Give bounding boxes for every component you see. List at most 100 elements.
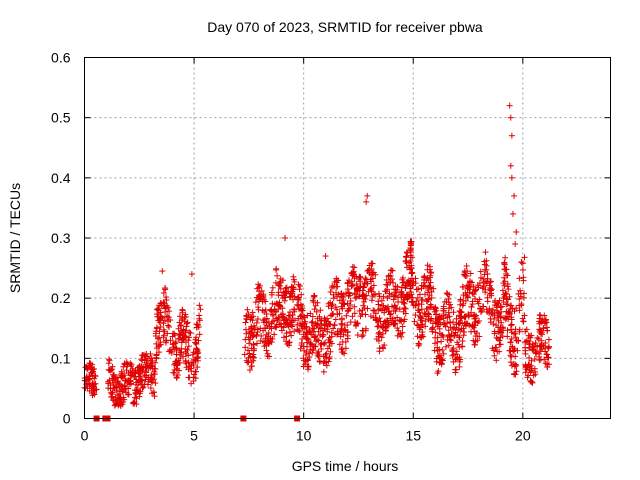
data-point	[295, 302, 302, 309]
data-point	[455, 326, 462, 333]
data-point	[361, 305, 368, 312]
data-point	[349, 263, 356, 270]
data-point	[402, 305, 409, 312]
data-point	[456, 334, 463, 341]
data-point	[132, 373, 139, 380]
data-point	[448, 304, 455, 311]
data-point	[182, 357, 189, 364]
data-point	[488, 286, 495, 293]
data-point	[496, 328, 503, 335]
data-point	[335, 277, 342, 284]
data-point	[414, 294, 421, 301]
data-point	[422, 318, 429, 325]
data-point	[187, 330, 194, 337]
data-point	[464, 293, 471, 300]
data-point	[542, 360, 549, 367]
x-tick-label: 15	[405, 428, 421, 444]
data-point	[399, 279, 406, 286]
data-point	[313, 338, 320, 345]
data-point	[519, 266, 526, 273]
data-point	[124, 361, 131, 368]
data-point	[164, 330, 171, 337]
data-point	[480, 282, 487, 289]
data-point	[149, 365, 156, 372]
data-point	[412, 312, 419, 319]
data-point	[378, 297, 385, 304]
data-point	[317, 341, 324, 348]
data-point	[473, 329, 480, 336]
data-point	[532, 350, 539, 357]
data-point	[400, 296, 407, 303]
data-point	[429, 325, 436, 332]
data-point	[357, 313, 364, 320]
data-point	[493, 322, 500, 329]
data-point	[138, 381, 145, 388]
data-point	[394, 325, 401, 332]
data-point	[289, 312, 296, 319]
data-point	[388, 267, 395, 274]
data-point	[361, 279, 368, 286]
data-point	[157, 313, 164, 320]
data-point	[518, 259, 525, 266]
data-point	[298, 291, 305, 298]
data-point	[516, 328, 523, 335]
data-point	[286, 328, 293, 335]
data-point	[467, 270, 474, 277]
data-point	[462, 273, 469, 280]
data-point	[405, 277, 412, 284]
data-point	[246, 336, 253, 343]
data-point	[536, 357, 543, 364]
data-point	[327, 321, 334, 328]
data-point	[464, 285, 471, 292]
data-point	[319, 333, 326, 340]
data-point	[472, 333, 479, 340]
data-point	[160, 326, 167, 333]
data-point	[316, 358, 323, 365]
data-point	[147, 362, 154, 369]
data-point	[497, 313, 504, 320]
data-point	[464, 294, 471, 301]
y-tick-label: 0.3	[51, 230, 71, 246]
y-tick-label: 0.6	[51, 50, 71, 66]
data-point	[384, 317, 391, 324]
data-point	[496, 337, 503, 344]
data-point	[358, 333, 365, 340]
data-point	[390, 296, 397, 303]
data-point	[163, 296, 170, 303]
data-point	[465, 312, 472, 319]
data-point	[520, 274, 527, 281]
data-point	[446, 336, 453, 343]
data-point	[484, 308, 491, 315]
data-point	[248, 324, 255, 331]
data-point	[128, 361, 135, 368]
data-point	[257, 295, 264, 302]
data-point	[188, 271, 195, 278]
data-point	[519, 260, 526, 267]
data-point	[333, 289, 340, 296]
data-point	[147, 358, 154, 365]
data-point	[141, 372, 148, 379]
data-point	[368, 284, 375, 291]
data-point	[324, 345, 331, 352]
data-point	[400, 308, 407, 315]
data-point	[426, 292, 433, 299]
data-point	[166, 348, 173, 355]
data-point	[314, 336, 321, 343]
data-point	[361, 298, 368, 305]
data-point	[120, 363, 127, 370]
data-point	[339, 349, 346, 356]
data-point	[338, 320, 345, 327]
data-point	[506, 102, 513, 109]
data-point	[104, 378, 111, 385]
data-point	[184, 319, 191, 326]
data-point	[106, 357, 113, 364]
data-point	[302, 351, 309, 358]
data-point	[542, 339, 549, 346]
data-point	[296, 286, 303, 293]
data-point	[402, 282, 409, 289]
data-point	[415, 301, 422, 308]
data-point	[264, 350, 271, 357]
data-point	[438, 361, 445, 368]
data-point	[453, 315, 460, 322]
data-point	[142, 368, 149, 375]
